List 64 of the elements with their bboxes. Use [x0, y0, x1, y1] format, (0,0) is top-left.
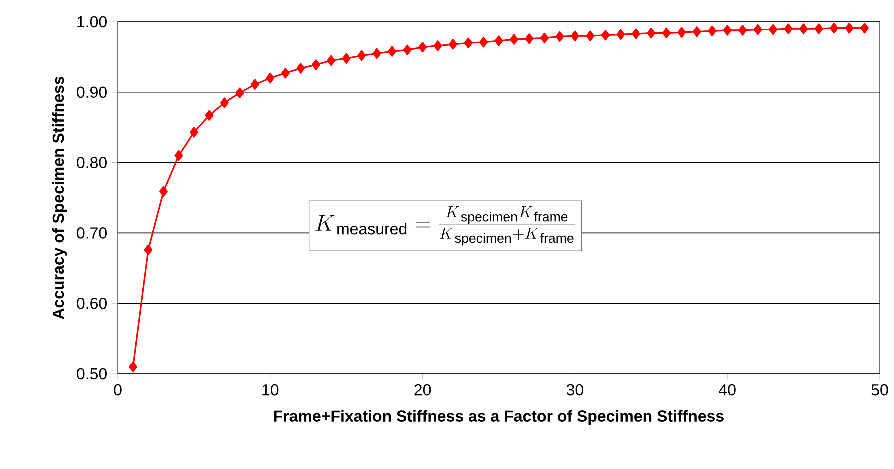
y-tick-label: 1.00 — [78, 16, 107, 28]
point — [312, 60, 320, 70]
y-tick-label: 0.90 — [77, 86, 107, 98]
point — [647, 28, 656, 39]
point — [616, 29, 626, 40]
point — [372, 48, 382, 60]
point — [769, 24, 778, 36]
point — [129, 362, 138, 372]
point — [708, 26, 717, 36]
point — [678, 27, 686, 38]
point — [174, 150, 184, 162]
point — [205, 110, 214, 121]
point — [250, 79, 260, 90]
y-tick-label: 0.70 — [77, 228, 107, 239]
x-tick-label: 30 — [566, 384, 584, 396]
point — [281, 68, 290, 79]
y-tick-label: 0.60 — [77, 298, 107, 310]
point — [327, 55, 336, 66]
x-tick-label: 10 — [262, 384, 279, 396]
point — [601, 30, 610, 41]
point — [266, 72, 275, 84]
point — [190, 127, 198, 138]
point — [632, 28, 640, 40]
x-tick-label: 40 — [719, 384, 736, 396]
x-tick-label: 20 — [414, 384, 432, 396]
point — [510, 34, 518, 45]
point — [845, 23, 854, 34]
point — [449, 39, 458, 50]
x-tick-label: 0 — [114, 384, 122, 396]
annotation: $K_{\,\mathrm{measured}} = \frac{K_{\,\mathrm{specimen}}K_{\,\mathrm{frame}}}{K_{\,\mathrm{specimen}}+K_{\,\mathrm{frame}}}$ — [316, 206, 576, 246]
point — [800, 24, 808, 34]
point — [784, 24, 793, 34]
point — [342, 53, 351, 64]
point — [403, 44, 412, 56]
x-axis-title: Frame+Fixation Stiffness as a Factor of Specimen Stiffness — [274, 410, 724, 426]
point — [160, 186, 168, 197]
point — [434, 40, 442, 52]
point — [662, 28, 671, 39]
point — [754, 24, 762, 36]
y-tick-label: 0.50 — [77, 368, 107, 380]
y-axis-title: Accuracy of Specimen Stiffness — [52, 76, 68, 320]
point — [814, 24, 824, 34]
point — [358, 50, 366, 62]
point — [571, 30, 580, 42]
point — [586, 30, 595, 42]
x-tick-label: 50 — [872, 384, 888, 396]
y-tick-label: 0.80 — [77, 157, 107, 168]
point — [830, 23, 838, 34]
point — [236, 88, 244, 98]
point — [860, 23, 869, 34]
point — [738, 25, 748, 36]
point — [418, 42, 427, 53]
point — [540, 32, 549, 44]
point — [388, 46, 397, 57]
point — [494, 36, 504, 46]
point — [556, 31, 564, 42]
point — [296, 63, 306, 74]
point — [525, 34, 534, 44]
point — [480, 37, 488, 48]
point — [723, 25, 732, 36]
point — [220, 98, 229, 108]
point — [464, 38, 473, 48]
point — [692, 26, 702, 38]
point — [144, 244, 153, 256]
